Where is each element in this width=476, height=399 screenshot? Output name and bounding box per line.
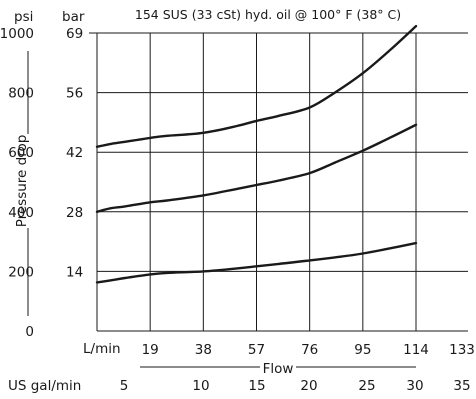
grid-layer — [27, 32, 468, 368]
y-tick-label-psi: 200 — [8, 264, 34, 280]
x-tick-label-gpm: 20 — [300, 378, 317, 394]
y-tick-label-bar: 56 — [66, 86, 83, 102]
x-tick-label-lpm: 76 — [301, 342, 318, 358]
series-curve-1 — [95, 24, 418, 148]
x-tick-label-gpm: 10 — [192, 378, 209, 394]
y-tick-label-psi: 600 — [8, 145, 34, 161]
x-tick-label-gpm: 25 — [358, 378, 375, 394]
x-tick-label-lpm: 57 — [248, 342, 265, 358]
y-tick-label-bar: 69 — [66, 26, 83, 42]
x-tick-label-lpm: 38 — [195, 342, 212, 358]
y-tick-label-psi: 1000 — [0, 26, 34, 42]
x-tick-label-gpm: 35 — [453, 378, 470, 394]
x-tick-label-gpm: 30 — [406, 378, 423, 394]
chart-title: 154 SUS (33 cSt) hyd. oil @ 100° F (38° … — [135, 7, 401, 22]
x-unit-secondary: US gal/min — [8, 378, 81, 394]
y-axis-label: Pressure drop — [14, 135, 30, 228]
y-tick-label-psi: 800 — [8, 86, 34, 102]
y-tick-label-psi: 400 — [8, 205, 34, 221]
series-curve-2 — [95, 123, 418, 213]
curve-layer — [95, 24, 418, 284]
y-tick-label-bar: 14 — [66, 264, 83, 280]
y-tick-label-bar: 28 — [66, 205, 83, 221]
x-tick-label-lpm: 19 — [142, 342, 159, 358]
x-tick-label-lpm: 95 — [354, 342, 371, 358]
x-tick-label-lpm: 133 — [449, 342, 475, 358]
x-tick-label-gpm: 5 — [120, 378, 129, 394]
x-axis-label: Flow — [263, 361, 294, 377]
x-tick-label-lpm: 114 — [403, 342, 429, 358]
x-unit-primary: L/min — [83, 341, 121, 357]
y-tick-label-psi: 0 — [25, 324, 34, 340]
y-unit-secondary: bar — [62, 9, 85, 25]
label-layer: 154 SUS (33 cSt) hyd. oil @ 100° F (38° … — [0, 7, 475, 394]
x-tick-label-gpm: 15 — [248, 378, 265, 394]
y-tick-label-bar: 42 — [66, 145, 83, 161]
series-curve-3 — [95, 241, 418, 284]
y-unit-primary: psi — [14, 9, 33, 25]
